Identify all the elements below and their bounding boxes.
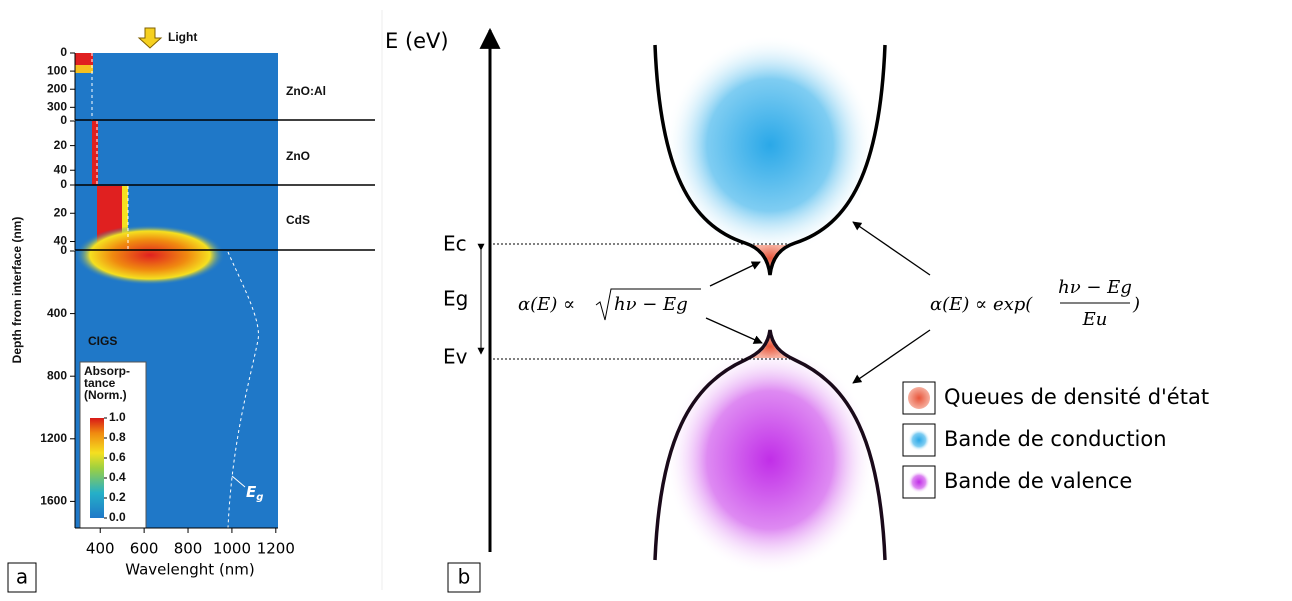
legend-dot (908, 471, 930, 493)
axis-label: E (eV) (385, 29, 449, 53)
colorbar-tick-label: 1.0 (109, 410, 126, 424)
x-tick-label: 1200 (257, 540, 295, 558)
y-tick-label: 100 (47, 63, 67, 77)
eg-sub: g (256, 492, 263, 503)
colorbar-tick-label: 0.6 (109, 450, 126, 464)
layer-name: ZnO (286, 149, 310, 163)
tail-c (752, 245, 788, 272)
legend-label: Bande de valence (944, 469, 1132, 493)
light-arrow (137, 27, 163, 49)
y-tick-label: 0 (60, 177, 67, 191)
eg-main: E (246, 483, 257, 501)
y-tick-label: 20 (54, 138, 68, 152)
layer-name: CIGS (88, 334, 117, 348)
y-tick-label: 400 (47, 306, 67, 320)
x-tick-label: 1000 (213, 540, 251, 558)
legend-dot (908, 429, 930, 451)
y-tick-label: 1600 (40, 494, 67, 508)
colorbar-title: Absorp- (84, 364, 130, 378)
colorbar-tick-label: 0.0 (109, 510, 126, 524)
panel-a: Light Depth from interface (nm) Waveleng… (7, 27, 375, 593)
level-label: Eg (443, 287, 468, 311)
panel-label-box (7, 562, 37, 593)
colorbar-tick-label: 0.8 (109, 430, 126, 444)
layer-border (75, 119, 375, 251)
layer-name: CdS (286, 213, 310, 227)
colorbar-title: tance (84, 376, 116, 390)
root-sign (595, 288, 701, 321)
edge-line (91, 53, 259, 529)
panel-b: E (eV) Ec Eg Ev α(E) ∝ hν − Eg α(E) ∝ ex… (381, 10, 1209, 593)
y-tick-label: 40 (54, 234, 68, 248)
tail-v (752, 335, 788, 358)
panel-label-box (447, 562, 481, 593)
hot-zone (75, 65, 93, 73)
y-tick-label: 300 (47, 99, 67, 113)
colorbar (90, 418, 104, 518)
level-label: Ev (443, 345, 468, 369)
light-label: Light (168, 30, 197, 44)
eq-right-num: hν − Eg (1058, 277, 1132, 298)
valence-fill (665, 345, 875, 575)
legend-dot (908, 387, 930, 409)
eq-right: ) (1132, 294, 1140, 315)
hot-zone (92, 121, 98, 185)
conduction-band (653, 44, 887, 276)
y-title: Depth from interface (nm) (10, 217, 24, 364)
y-tick-label: 1200 (40, 431, 67, 445)
conduction-fill (665, 35, 875, 255)
eq-left-root: hν − Eg (614, 294, 688, 315)
eq-right-den: Eu (1082, 309, 1108, 330)
eq-left: α(E) ∝ (518, 294, 575, 315)
layer-name: ZnO:Al (286, 84, 326, 98)
eq-right: α(E) ∝ exp( (930, 294, 1033, 315)
y-tick-label: 40 (54, 162, 68, 176)
hot-zone (75, 53, 93, 65)
level-label: Ec (443, 232, 467, 256)
x-tick-label: 400 (86, 540, 115, 558)
legend-label: Bande de conduction (944, 427, 1167, 451)
panel-label: a (16, 565, 28, 589)
panel-label: b (458, 565, 471, 589)
colorbar-tick-label: 0.4 (109, 470, 126, 484)
x-tick-label: 800 (174, 540, 203, 558)
x-tick-label: 600 (130, 540, 159, 558)
valence-band (653, 329, 887, 561)
y-tick-label: 0 (60, 243, 67, 257)
y-tick-label: 0 (60, 45, 67, 59)
y-tick-label: 20 (54, 205, 68, 219)
x-title: Wavelenght (nm) (125, 561, 255, 579)
colorbar-tick-label: 0.2 (109, 490, 126, 504)
y-tick-label: 800 (47, 368, 67, 382)
hot-zone (75, 225, 225, 285)
eg-label: Eg (246, 483, 263, 504)
level-line (493, 243, 790, 360)
pointers (705, 221, 931, 384)
colorbar-title: (Norm.) (84, 388, 127, 402)
eg-pointer (231, 475, 246, 488)
y-tick-label: 200 (47, 81, 67, 95)
y-tick-label: 0 (60, 113, 67, 127)
legend-label: Queues de densité d'état (944, 385, 1209, 409)
